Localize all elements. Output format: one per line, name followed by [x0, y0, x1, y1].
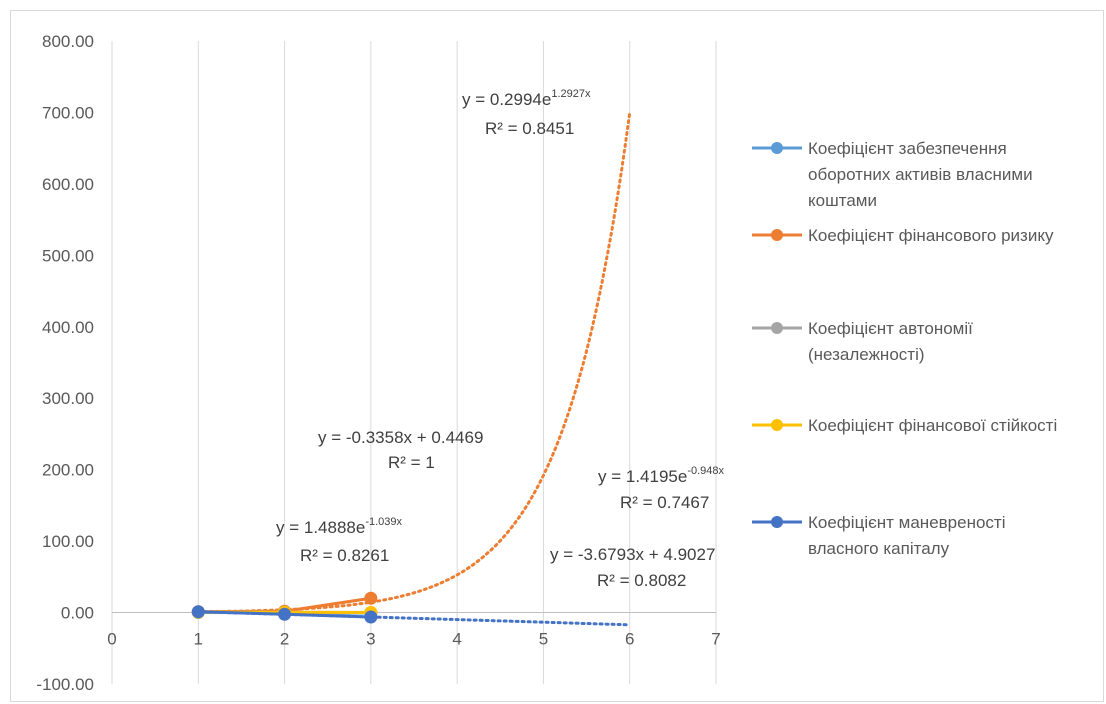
y-tick-label: 400.00 — [42, 318, 94, 337]
x-tick-label: 4 — [452, 630, 461, 649]
legend-swatch-marker — [771, 322, 783, 334]
x-tick-label: 0 — [107, 630, 116, 649]
legend-label: Коефіцієнт фінансової стійкості — [808, 416, 1057, 435]
series-layer — [191, 591, 378, 624]
annotation-r2-4: R² = 0.8082 — [597, 571, 686, 590]
data-point — [278, 607, 292, 621]
annotation-r2-1: R² = 1 — [388, 453, 435, 472]
x-tick-label: 1 — [194, 630, 203, 649]
legend-swatch-marker — [771, 142, 783, 154]
x-tick-label: 2 — [280, 630, 289, 649]
annotation-equation-3-exp: -1.039x — [365, 516, 402, 528]
y-tick-label: 100.00 — [42, 532, 94, 551]
legend-label: коштами — [808, 191, 877, 210]
legend-swatch-marker — [771, 419, 783, 431]
annotation-equation-3-base: y = 1.4888e — [276, 518, 365, 537]
y-tick-label: 500.00 — [42, 246, 94, 265]
annotation-equation-0-exp: 1.2927x — [551, 88, 591, 100]
x-tick-label: 6 — [625, 630, 634, 649]
legend-label: Коефіцієнт забезпечення — [808, 139, 1007, 158]
annotation-equation-1: y = -0.3358x + 0.4469 — [318, 428, 483, 447]
y-tick-label: 300.00 — [42, 389, 94, 408]
data-point — [364, 610, 378, 624]
annotation-r2-0: R² = 0.8451 — [485, 119, 574, 138]
x-tick-label: 3 — [366, 630, 375, 649]
y-tick-labels: -100.00 0.00 100.00 200.00 300.00 400.00 500.0… — [36, 32, 94, 694]
annotation-equation-3: y = 1.4888e-1.039x — [276, 516, 403, 537]
y-tick-label: 0.00 — [61, 604, 94, 623]
annotation-r2-3: R² = 0.8261 — [300, 546, 389, 565]
y-tick-label: 800.00 — [42, 32, 94, 51]
trendline-0 — [196, 111, 632, 614]
legend-label: Коефіцієнт автономії — [808, 319, 973, 338]
legend: Коефіцієнт забезпечення оборотних активів… — [752, 139, 1057, 558]
y-tick-label: 700.00 — [42, 103, 94, 122]
x-tick-label: 5 — [539, 630, 548, 649]
annotation-r2-2: R² = 0.7467 — [620, 493, 709, 512]
y-tick-label: 200.00 — [42, 461, 94, 480]
legend-swatch-marker — [771, 516, 783, 528]
legend-swatch-marker — [771, 229, 783, 241]
data-point — [191, 605, 205, 619]
x-tick-label: 7 — [711, 630, 720, 649]
legend-label: оборотних активів власними — [808, 165, 1033, 184]
legend-label: Коефіцієнт фінансового ризику — [808, 226, 1054, 245]
annotation-equation-4: y = -3.6793x + 4.9027 — [550, 545, 715, 564]
legend-label: (незалежності) — [808, 345, 925, 364]
trendline-annotations: y = 0.2994e1.2927x R² = 0.8451 y = -0.33… — [276, 88, 725, 590]
y-tick-label: 600.00 — [42, 175, 94, 194]
legend-label: власного капіталу — [808, 539, 950, 558]
data-point — [364, 591, 378, 605]
y-tick-label: -100.00 — [36, 675, 94, 694]
chart-frame — [10, 10, 1104, 702]
annotation-equation-2-base: y = 1.4195e — [598, 467, 687, 486]
annotation-equation-2-exp: -0.948x — [687, 465, 724, 477]
annotation-equation-2: y = 1.4195e-0.948x — [598, 465, 725, 486]
legend-label: Коефіцієнт маневреності — [808, 513, 1006, 532]
annotation-equation-0: y = 0.2994e1.2927x — [462, 88, 591, 109]
annotation-equation-0-base: y = 0.2994e — [462, 90, 551, 109]
x-tick-labels: 0 1 2 3 4 5 6 7 — [107, 630, 720, 649]
